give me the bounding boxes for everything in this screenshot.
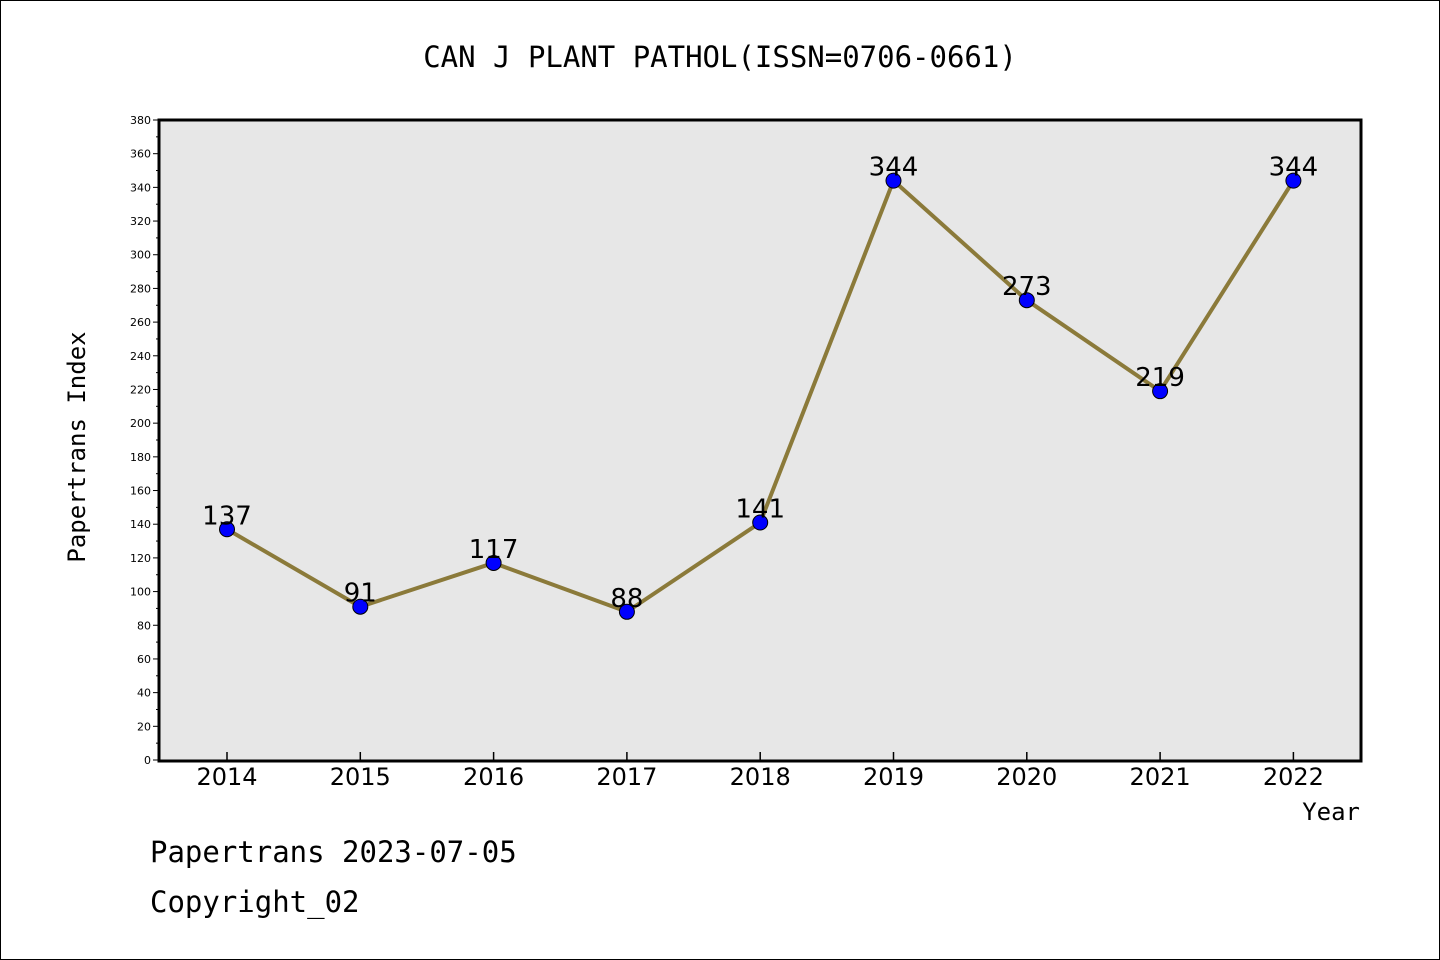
footer-copyright-text: Copyright_02 [150,885,360,919]
data-point-marker [485,554,502,571]
data-label: 344 [1269,153,1319,183]
x-tick-label: 2016 [463,763,524,791]
y-tick-label: 80 [137,619,151,632]
y-tick-label: 200 [130,417,151,430]
y-tick-label: 280 [130,282,151,295]
data-point-marker [885,172,902,189]
x-tick-label: 2015 [330,763,391,791]
plot-area [157,118,1363,763]
y-axis-label: Papertrans Index [63,331,91,562]
x-tick-label: 2022 [1263,763,1324,791]
data-label: 91 [344,579,377,609]
data-label: 137 [202,501,252,531]
data-label: 88 [610,584,643,614]
y-tick-label: 100 [130,586,151,599]
x-tick-label: 2020 [996,763,1057,791]
y-tick-label: 380 [130,114,151,127]
data-point-marker [1018,292,1035,309]
y-tick-label: 120 [130,552,151,565]
data-label: 141 [735,495,785,525]
data-point-marker [1152,383,1169,400]
y-tick-label: 320 [130,215,151,228]
footer-date-text: Papertrans 2023-07-05 [150,835,517,869]
data-label: 117 [469,535,519,565]
data-point-marker [1285,172,1302,189]
x-tick-label: 2018 [730,763,791,791]
data-point-marker [352,598,369,615]
y-tick-label: 340 [130,181,151,194]
data-label: 344 [869,153,919,183]
data-point-marker [752,514,769,531]
data-point-marker [219,521,235,538]
y-tick-label: 40 [137,687,151,700]
chart-title: CAN J PLANT PATHOL(ISSN=0706-0661) [423,40,1017,74]
series-line-layer: 137 91 117 88 141 344 273 219 344 [202,153,1318,620]
y-tick-label: 260 [130,316,151,329]
x-tick-label: 2014 [196,763,257,791]
data-point-marker [618,603,635,620]
data-label: 219 [1135,363,1185,393]
y-tick-label: 140 [130,518,151,531]
y-tick-label: 300 [130,249,151,262]
y-tick-label: 360 [130,148,151,161]
y-axis: 0 20 40 60 80 100 120 140 160 180 200 220 240 260 280 3… [130,114,159,767]
y-tick-label: 160 [130,485,151,498]
y-tick-label: 60 [137,653,151,666]
x-tick-label: 2019 [863,763,924,791]
x-axis-label: Year [1302,798,1360,826]
x-tick-label: 2021 [1130,763,1191,791]
x-axis: 2014 2015 2016 2017 2018 2019 2020 2021 2022 [196,752,1324,791]
y-tick-label: 0 [144,754,151,767]
y-tick-label: 220 [130,383,151,396]
y-tick-label: 20 [137,720,151,733]
x-tick-label: 2017 [596,763,657,791]
y-tick-label: 240 [130,350,151,363]
data-label: 273 [1002,272,1052,302]
y-tick-label: 180 [130,451,151,464]
